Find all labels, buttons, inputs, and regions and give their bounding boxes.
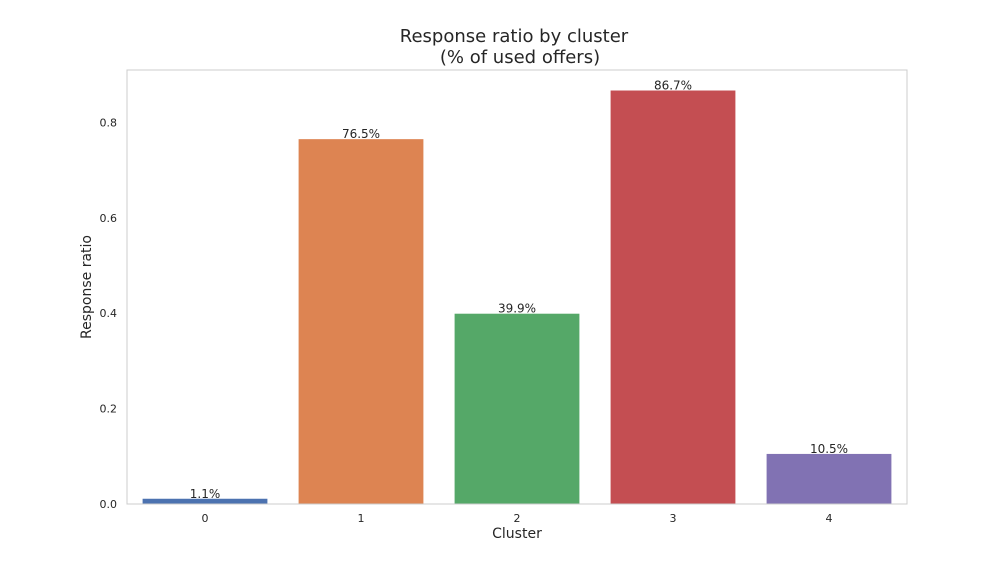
y-axis-ticks: 0.0 0.2 0.4 0.6 0.8 (100, 116, 118, 511)
bar-cluster-0 (142, 498, 268, 504)
data-label-cluster-2: 39.9% (498, 302, 536, 316)
data-label-cluster-1: 76.5% (342, 127, 380, 141)
y-tick-label-4: 0.8 (100, 116, 118, 129)
chart-title-line-2: (% of used offers) (440, 47, 600, 68)
x-axis-ticks: 0 1 2 3 4 (202, 512, 833, 525)
y-axis-label: Response ratio (79, 235, 95, 339)
y-tick-label-1: 0.2 (100, 403, 118, 416)
bars-group (142, 90, 892, 504)
x-axis-label: Cluster (492, 526, 542, 542)
data-label-cluster-0: 1.1% (190, 487, 221, 501)
bar-cluster-1 (298, 139, 424, 504)
data-labels-group: 1.1% 76.5% 39.9% 86.7% 10.5% (190, 79, 848, 501)
y-tick-label-0: 0.0 (100, 498, 118, 511)
y-tick-label-3: 0.6 (100, 212, 118, 225)
bar-cluster-4 (766, 453, 892, 504)
x-tick-label-1: 1 (358, 512, 365, 525)
x-tick-label-4: 4 (826, 512, 833, 525)
bar-cluster-2 (454, 313, 580, 504)
chart-title-line-1: Response ratio by cluster (400, 26, 629, 47)
y-tick-label-2: 0.4 (100, 307, 118, 320)
data-label-cluster-4: 10.5% (810, 442, 848, 456)
x-tick-label-3: 3 (670, 512, 677, 525)
x-tick-label-2: 2 (514, 512, 521, 525)
x-tick-label-0: 0 (202, 512, 209, 525)
plot-frame (126, 69, 908, 505)
data-label-cluster-3: 86.7% (654, 79, 692, 93)
bar-cluster-3 (610, 90, 736, 504)
